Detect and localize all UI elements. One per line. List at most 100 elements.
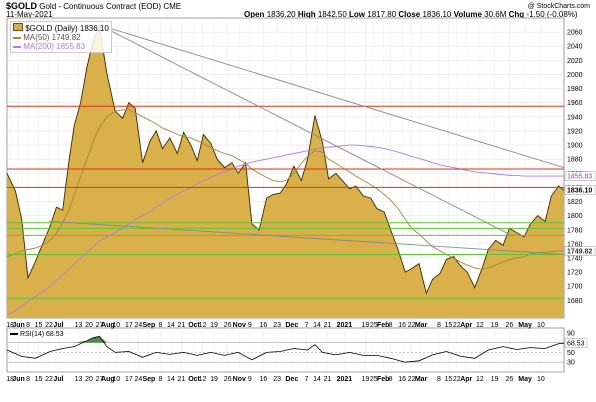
rsi-x-tick-label: Mar — [415, 376, 428, 383]
rsi-x-tick-label: Feb — [377, 376, 389, 383]
price-tick-label: 1740 — [567, 256, 583, 263]
price-x-tick-label: 16 — [260, 322, 268, 329]
price-x-tick-label: 8 — [158, 322, 162, 329]
header-left: $GOLD Gold - Continuous Contract (EOD) C… — [6, 2, 181, 12]
price-x-tick-label: 12 — [199, 322, 207, 329]
price-tick-label: 1920 — [567, 128, 583, 135]
rsi-x-tick-label: 8 — [158, 376, 162, 383]
price-x-tick-label: 22 — [408, 322, 416, 329]
price-tick-label: 1700 — [567, 284, 583, 291]
price-x-tick-label: 25 — [370, 322, 378, 329]
rsi-x-tick-label: 15 — [35, 376, 43, 383]
price-x-tick-label: 22 — [453, 322, 461, 329]
price-x-tick-label: 20 — [85, 322, 93, 329]
price-x-tick-label: Feb — [377, 322, 389, 329]
price-x-tick-label: 8 — [389, 322, 393, 329]
low-value: 1817.80 — [367, 10, 397, 19]
price-tick-label: 1720 — [567, 270, 583, 277]
price-x-tick-label: Apr — [460, 322, 472, 329]
price-x-tick-label: 22 — [45, 322, 53, 329]
price-tick-label: 2060 — [567, 30, 583, 37]
rsi-x-tick-label: 16 — [398, 376, 406, 383]
price-tick-label: 1940 — [567, 114, 583, 121]
rsi-x-tick-label: 12 — [199, 376, 207, 383]
price-x-tick-label: 27 — [96, 322, 104, 329]
price-x-tick-label: 19 — [491, 322, 499, 329]
price-tick-label: 1760 — [567, 241, 583, 248]
rsi-x-tick-label: Nov — [233, 376, 246, 383]
rsi-x-tick-label: 19 — [210, 376, 218, 383]
price-x-tick-label: 7 — [305, 322, 309, 329]
price-x-tick-label: 14 — [313, 322, 321, 329]
trend-line — [99, 24, 565, 169]
price-tick-label: 1960 — [567, 100, 583, 107]
price-x-tick-label: Aug — [101, 322, 115, 329]
legend-price-label: $GOLD (Daily) 1836.10 — [25, 24, 109, 33]
rsi-x-tick-label: 10 — [112, 376, 120, 383]
open-label: Open — [244, 10, 265, 19]
rsi-line — [6, 335, 565, 363]
price-x-tick-label: 15 — [35, 322, 43, 329]
price-x-tick-label: 26 — [224, 322, 232, 329]
rsi-x-tick-label: Aug — [101, 376, 115, 383]
rsi-x-tick-label: 14 — [167, 376, 175, 383]
price-x-tick-label: Jun — [12, 322, 24, 329]
rsi-x-tick-label: 22 — [408, 376, 416, 383]
chg-label: Chg — [508, 10, 525, 19]
rsi-x-tick-label: Oct — [188, 376, 200, 383]
ma200-line — [6, 144, 564, 315]
price-tick-label: 1780 — [567, 227, 583, 234]
rsi-x-tick-label: 20 — [85, 376, 93, 383]
rsi-legend-label: RSI(14) 68.53 — [19, 331, 64, 338]
rsi-x-tick-label: 24 — [134, 376, 142, 383]
rsi-legend: RSI(14) 68.53 — [10, 330, 64, 339]
price-x-tick-label: 17 — [125, 322, 133, 329]
rsi-x-tick-label: 10 — [537, 376, 545, 383]
rsi-x-tick-label: 19 — [491, 376, 499, 383]
open-value: 1836.20 — [266, 10, 296, 19]
rsi-x-tick-label: Jul — [53, 376, 63, 383]
rsi-x-tick-label: 21 — [178, 376, 186, 383]
watermark: @ StockCharts.com — [527, 3, 590, 10]
volume-value: 30.6M — [484, 10, 507, 19]
legend-ma200: MA(200) 1855.83 — [13, 42, 109, 51]
ohlc-readout: Open 1836.20 High 1842.50 Low 1817.80 Cl… — [244, 10, 578, 19]
rsi-x-tick-label: 21 — [324, 376, 332, 383]
ma50-price-tag-box — [564, 246, 596, 256]
rsi-x-tick-label: 2021 — [337, 376, 353, 383]
price-x-tick-label: 21 — [324, 322, 332, 329]
price-tick-label: 2020 — [567, 58, 583, 65]
rsi-x-tick-label: 25 — [370, 376, 378, 383]
rsi-x-tick-label: 22 — [453, 376, 461, 383]
price-tick-label: 1800 — [567, 213, 583, 220]
close-label: Close — [398, 10, 421, 19]
chart-date: 11-May-2021 — [6, 10, 53, 19]
high-value: 1842.50 — [317, 10, 347, 19]
legend-ma200-label: MA(200) 1855.83 — [23, 42, 86, 51]
price-x-tick-label: 10 — [112, 322, 120, 329]
rsi-x-tick-label: 26 — [505, 376, 513, 383]
rsi-x-tick-label: 26 — [224, 376, 232, 383]
close-value: 1836.10 — [422, 10, 452, 19]
rsi-x-tick-label: 18 — [6, 376, 14, 383]
rsi-x-tick-label: May — [518, 376, 532, 383]
rsi-tick-label: 90 — [567, 330, 575, 337]
close-price-tag-box — [564, 185, 596, 195]
rsi-x-tick-label: 16 — [260, 376, 268, 383]
rsi-x-tick-label: 8 — [437, 376, 441, 383]
price-x-tick-label: 12 — [476, 322, 484, 329]
price-x-tick-label: 8 — [26, 322, 30, 329]
rsi-x-tick-label: 8 — [26, 376, 30, 383]
price-x-tick-label: 14 — [167, 322, 175, 329]
price-x-tick-label: 23 — [273, 322, 281, 329]
rsi-x-tick-label: 27 — [96, 376, 104, 383]
price-x-tick-label: 8 — [437, 322, 441, 329]
close-price-tag: 1836.10 — [567, 188, 592, 195]
price-x-tick-label: 18 — [6, 322, 14, 329]
legend-price: $GOLD (Daily) 1836.10 — [13, 23, 109, 33]
price-x-tick-label: 10 — [537, 322, 545, 329]
price-tick-label: 2000 — [567, 72, 583, 79]
rsi-x-tick-label: 8 — [389, 376, 393, 383]
